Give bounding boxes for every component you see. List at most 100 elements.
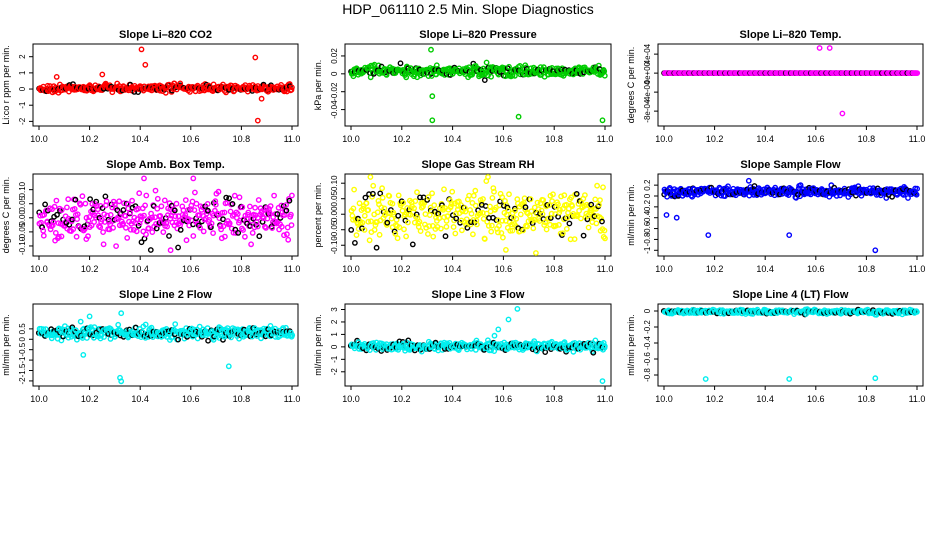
highlight-point [362, 194, 369, 201]
y-tick-label: -0.05 [18, 222, 27, 241]
data-point [585, 224, 592, 231]
data-point [236, 194, 243, 201]
plot-frame [32, 303, 299, 387]
data-point [425, 194, 432, 201]
data-point [122, 212, 129, 219]
y-tick-label: 0.00 [330, 206, 339, 222]
data-points [36, 46, 295, 124]
y-axis-label: Li:co r ppm per min. [1, 45, 11, 125]
data-point [79, 193, 86, 200]
y-tick-label: -0.4 [643, 210, 652, 224]
data-point [141, 212, 147, 219]
data-point [914, 308, 920, 315]
data-point [124, 234, 131, 241]
data-point [71, 205, 78, 212]
highlight-point [512, 205, 518, 212]
data-point [142, 321, 149, 328]
data-point [245, 209, 252, 216]
y-tick-label: 0.2 [643, 179, 652, 191]
y-tick-label: -0.2 [643, 320, 652, 334]
data-point [350, 205, 357, 212]
data-point [437, 225, 444, 232]
data-point [418, 348, 425, 355]
data-point [363, 200, 370, 207]
highlight-point [72, 196, 79, 203]
x-tick-label: 10.8 [858, 394, 876, 404]
plot-frame [344, 303, 612, 387]
chart-panel: Slope Amb. Box Temp. degrees C per min. 10… [1, 159, 300, 274]
data-point [913, 191, 920, 198]
highlight-point [481, 77, 488, 84]
highlight-point [573, 190, 580, 197]
outlier-point [705, 232, 712, 239]
data-point [430, 65, 437, 72]
x-tick-label: 10.8 [545, 264, 563, 274]
highlight-point [36, 209, 43, 216]
data-point [137, 216, 144, 223]
data-point [210, 336, 217, 343]
x-tick-label: 10.0 [30, 134, 48, 144]
highlight-point [171, 207, 178, 214]
data-point [517, 211, 524, 218]
y-axis-label: ml/min per min. [626, 184, 636, 246]
data-point [443, 217, 450, 224]
data-point [48, 335, 55, 342]
x-tick-label: 11.0 [597, 134, 614, 144]
x-tick-label: 10.8 [233, 394, 251, 404]
data-point [858, 192, 865, 199]
data-point [172, 213, 179, 220]
data-point [49, 222, 56, 229]
data-point [208, 220, 215, 227]
y-tick-label: -0.2 [643, 199, 652, 213]
data-point [431, 202, 438, 209]
data-point [110, 198, 117, 205]
highlight-point [135, 89, 142, 96]
data-point [381, 205, 388, 212]
highlight-point [256, 233, 263, 240]
data-point [101, 334, 107, 340]
data-point [81, 225, 88, 232]
data-points [347, 305, 608, 384]
x-tick-label: 10.8 [233, 264, 251, 274]
outlier-point [514, 305, 521, 312]
data-point [489, 194, 496, 201]
y-tick-label: -1 [330, 355, 339, 363]
data-point [269, 225, 276, 232]
data-point [249, 229, 256, 236]
x-tick-label: 10.6 [182, 264, 200, 274]
data-point [411, 205, 417, 212]
data-point [546, 202, 553, 209]
data-point [496, 222, 502, 229]
outlier-point [745, 177, 752, 184]
highlight-point [432, 339, 439, 346]
y-tick-label: 0 [330, 344, 339, 349]
data-point [355, 226, 362, 232]
data-point [558, 193, 564, 200]
data-point [597, 197, 603, 204]
data-point [433, 62, 440, 69]
data-point [506, 63, 512, 70]
data-point [480, 215, 487, 222]
chart-title: Slope Line 4 (LT) Flow [733, 289, 849, 301]
data-point [158, 203, 165, 210]
highlight-point [99, 205, 106, 212]
chart-panel: Slope Line 3 Flow ml/min per min. 10.0 10.2… [313, 289, 613, 404]
data-point [561, 192, 568, 199]
chart-title: Slope Gas Stream RH [421, 159, 534, 171]
outlier-point [53, 74, 60, 80]
data-point [356, 200, 363, 207]
data-point [602, 235, 608, 242]
highlight-point [120, 207, 127, 213]
x-tick-label: 11.0 [909, 264, 926, 274]
data-point [595, 62, 602, 69]
outlier-point [118, 310, 125, 317]
x-tick-label: 10.0 [30, 264, 48, 274]
outlier-point [491, 332, 498, 339]
data-point [485, 222, 492, 229]
outlier-point [252, 54, 259, 61]
outlier-point [502, 246, 509, 253]
data-point [555, 201, 561, 208]
highlight-point [220, 216, 226, 223]
highlight-point [508, 214, 515, 221]
